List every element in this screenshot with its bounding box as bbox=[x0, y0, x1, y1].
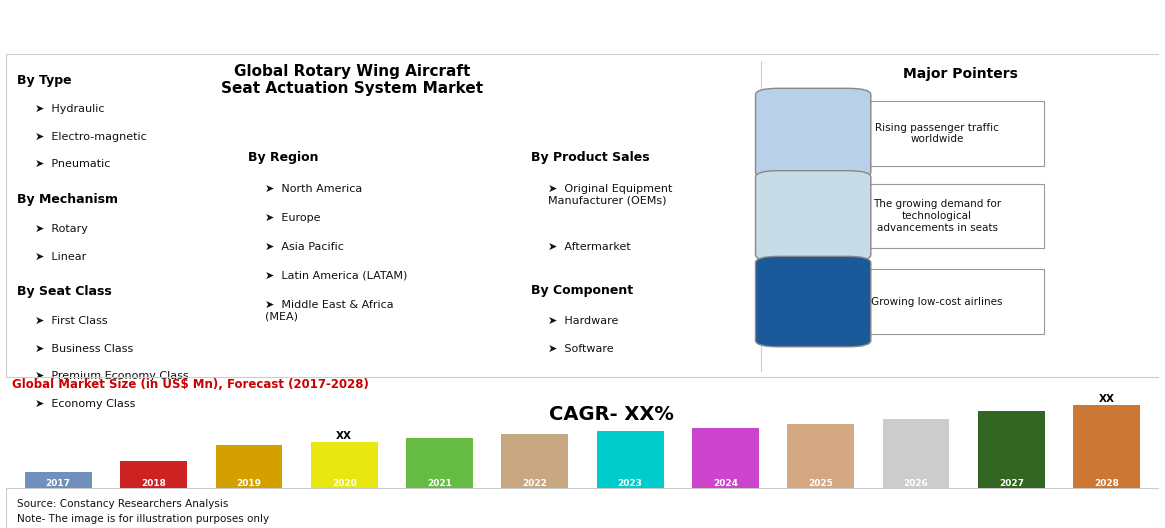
FancyBboxPatch shape bbox=[6, 488, 1159, 528]
Text: ➤  Business Class: ➤ Business Class bbox=[35, 344, 133, 354]
FancyBboxPatch shape bbox=[6, 54, 1159, 378]
FancyBboxPatch shape bbox=[831, 269, 1044, 334]
Text: Growing low-cost airlines: Growing low-cost airlines bbox=[871, 297, 1003, 307]
Text: ➤  Premium Economy Class: ➤ Premium Economy Class bbox=[35, 371, 189, 381]
Text: Rising passenger traffic
worldwide: Rising passenger traffic worldwide bbox=[875, 122, 1000, 144]
Text: ➤  Software: ➤ Software bbox=[548, 344, 614, 354]
Text: ➤  Pneumatic: ➤ Pneumatic bbox=[35, 159, 110, 169]
Bar bbox=[216, 445, 282, 488]
Bar bbox=[311, 442, 377, 488]
Text: ➤  Original Equipment
Manufacturer (OEMs): ➤ Original Equipment Manufacturer (OEMs) bbox=[548, 184, 672, 205]
Text: 2023: 2023 bbox=[617, 478, 643, 487]
Bar bbox=[883, 419, 949, 488]
Text: 2024: 2024 bbox=[713, 478, 737, 487]
FancyBboxPatch shape bbox=[755, 257, 870, 347]
Text: ➤  Aftermarket: ➤ Aftermarket bbox=[548, 242, 630, 252]
Text: Note- The image is for illustration purposes only: Note- The image is for illustration purp… bbox=[17, 514, 269, 524]
Bar bbox=[1073, 404, 1141, 488]
Text: By Product Sales: By Product Sales bbox=[530, 152, 649, 164]
Text: 2026: 2026 bbox=[904, 478, 929, 487]
Text: 2020: 2020 bbox=[332, 478, 356, 487]
FancyBboxPatch shape bbox=[755, 88, 870, 179]
Text: By Component: By Component bbox=[530, 284, 633, 297]
Bar bbox=[979, 411, 1045, 488]
Text: Global Rotary Wing Aircraft Seat Actuation System Market: Overview: Global Rotary Wing Aircraft Seat Actuati… bbox=[9, 16, 742, 34]
Text: Major Pointers: Major Pointers bbox=[903, 67, 1018, 81]
FancyBboxPatch shape bbox=[831, 184, 1044, 248]
Text: ➤  North America: ➤ North America bbox=[266, 184, 362, 194]
Text: The growing demand for
technological
advancements in seats: The growing demand for technological adv… bbox=[873, 200, 1001, 232]
Text: ➤  Asia Pacific: ➤ Asia Pacific bbox=[266, 242, 344, 252]
Text: ➤  Latin America (LATAM): ➤ Latin America (LATAM) bbox=[266, 271, 408, 281]
Text: ➤  Hardware: ➤ Hardware bbox=[548, 316, 619, 326]
Text: By Type: By Type bbox=[17, 74, 72, 87]
Text: XX: XX bbox=[337, 431, 352, 441]
Text: 2027: 2027 bbox=[998, 478, 1024, 487]
Text: ➤  Rotary: ➤ Rotary bbox=[35, 224, 87, 234]
Bar bbox=[501, 434, 569, 488]
Text: ➤  Hydraulic: ➤ Hydraulic bbox=[35, 105, 104, 115]
Text: CAGR- XX%: CAGR- XX% bbox=[549, 404, 673, 423]
Bar bbox=[596, 431, 664, 488]
Text: ➤  Economy Class: ➤ Economy Class bbox=[35, 399, 135, 409]
Text: 2021: 2021 bbox=[428, 478, 452, 487]
FancyBboxPatch shape bbox=[755, 171, 870, 261]
Text: ➤  First Class: ➤ First Class bbox=[35, 316, 107, 326]
Text: 2022: 2022 bbox=[522, 478, 548, 487]
Text: ➤  Europe: ➤ Europe bbox=[266, 213, 320, 223]
Text: XX: XX bbox=[1099, 394, 1115, 404]
Text: By Mechanism: By Mechanism bbox=[17, 193, 119, 206]
Text: 2018: 2018 bbox=[141, 478, 165, 487]
Text: ➤  Linear: ➤ Linear bbox=[35, 251, 86, 261]
Text: Global Market Size (in US$ Mn), Forecast (2017-2028): Global Market Size (in US$ Mn), Forecast… bbox=[12, 379, 369, 391]
Text: 2019: 2019 bbox=[236, 478, 261, 487]
Text: ➤  Middle East & Africa
(MEA): ➤ Middle East & Africa (MEA) bbox=[266, 300, 394, 322]
Text: Source: Constancy Researchers Analysis: Source: Constancy Researchers Analysis bbox=[17, 499, 228, 510]
Text: 2028: 2028 bbox=[1094, 478, 1120, 487]
Bar bbox=[788, 423, 854, 488]
Bar bbox=[407, 438, 473, 488]
Text: ➤  Electro-magnetic: ➤ Electro-magnetic bbox=[35, 132, 147, 142]
Bar bbox=[120, 461, 186, 488]
Text: By Region: By Region bbox=[248, 152, 318, 164]
Bar bbox=[24, 473, 92, 488]
Text: By Seat Class: By Seat Class bbox=[17, 286, 112, 298]
Text: 2017: 2017 bbox=[45, 478, 71, 487]
Text: 2025: 2025 bbox=[809, 478, 833, 487]
Text: Global Rotary Wing Aircraft
Seat Actuation System Market: Global Rotary Wing Aircraft Seat Actuati… bbox=[220, 64, 482, 97]
Bar bbox=[692, 428, 758, 488]
FancyBboxPatch shape bbox=[831, 101, 1044, 166]
